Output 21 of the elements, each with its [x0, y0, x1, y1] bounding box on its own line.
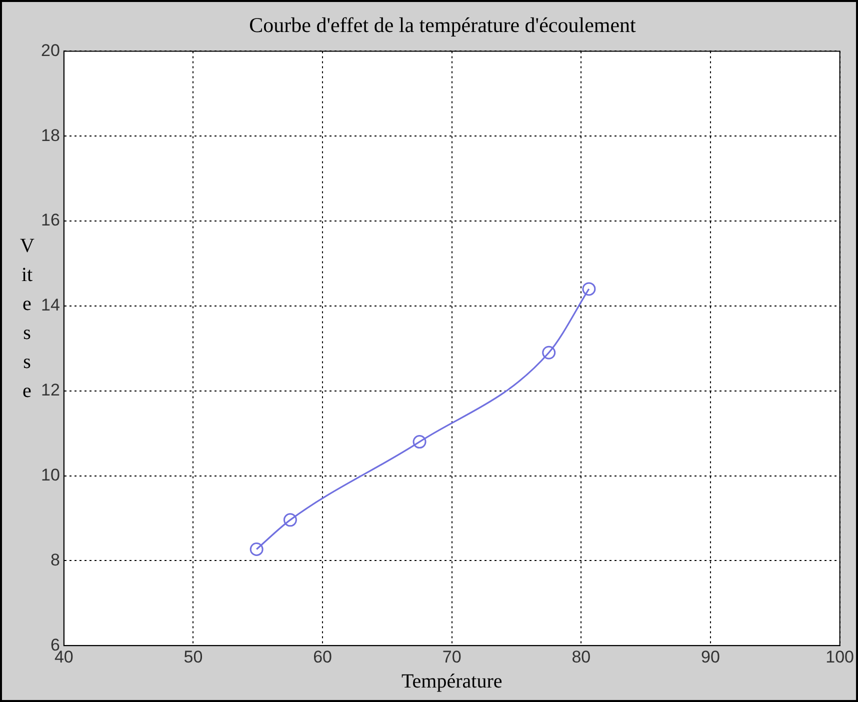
- y-tick-label: 8: [50, 550, 60, 570]
- y-tick-label: 16: [40, 210, 60, 230]
- x-tick-label: 60: [313, 647, 332, 666]
- x-tick-label: 70: [442, 647, 462, 666]
- x-axis-title: Température: [401, 670, 502, 692]
- point: [582, 282, 596, 296]
- point: [542, 346, 556, 360]
- y-tick-label: 12: [40, 380, 60, 400]
- x-tick-label: 90: [701, 647, 720, 666]
- y-tick-label: 10: [40, 465, 60, 484]
- x-tick-label: 50: [184, 647, 203, 666]
- y-tick-label: 20: [40, 40, 60, 60]
- point: [250, 542, 264, 556]
- point: [283, 513, 297, 527]
- y-tick-label: 14: [40, 296, 60, 315]
- y-tick-label: 18: [40, 126, 60, 145]
- x-tick-label: 100: [826, 647, 854, 666]
- point: [412, 435, 426, 449]
- x-tick-label: 80: [572, 647, 591, 666]
- chart-title: Courbe d'effet de la température d'écoulement: [249, 13, 636, 38]
- y-axis-title: Vitesse: [20, 234, 34, 404]
